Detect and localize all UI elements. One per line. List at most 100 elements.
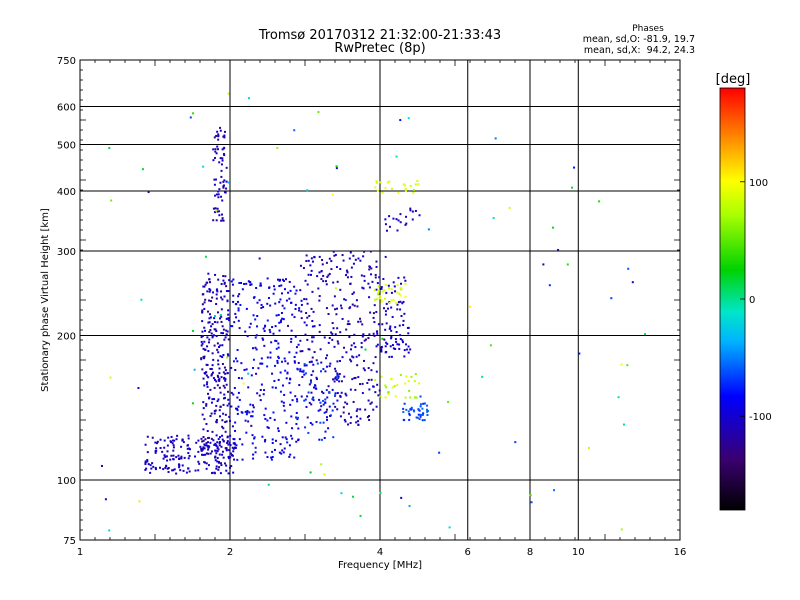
data-point <box>236 396 239 399</box>
data-point <box>213 443 216 446</box>
data-point <box>286 441 289 444</box>
data-point <box>317 111 320 114</box>
colorbar-tick-label: -100 <box>749 412 772 423</box>
data-point <box>494 137 497 140</box>
data-point <box>413 410 416 413</box>
data-point <box>251 415 254 418</box>
data-point <box>262 327 265 330</box>
data-point <box>108 146 111 149</box>
data-point <box>269 304 272 307</box>
data-point <box>211 323 214 326</box>
data-point <box>377 285 380 288</box>
data-point <box>390 336 393 339</box>
data-point <box>311 340 314 343</box>
data-point <box>259 284 262 287</box>
data-point <box>372 332 375 335</box>
data-point <box>210 332 213 335</box>
data-point <box>557 248 560 251</box>
data-point <box>327 312 330 315</box>
data-point <box>187 437 190 440</box>
data-point <box>345 328 348 331</box>
data-point <box>298 307 301 310</box>
data-point <box>256 301 259 304</box>
data-point <box>418 214 421 217</box>
data-point <box>216 400 219 403</box>
data-point <box>235 444 238 447</box>
data-point <box>218 444 221 447</box>
data-point <box>380 287 383 290</box>
data-point <box>392 217 395 220</box>
data-point <box>222 279 225 282</box>
data-point <box>340 391 343 394</box>
data-point <box>219 157 222 160</box>
data-point <box>144 443 147 446</box>
data-point <box>253 437 256 440</box>
data-point <box>299 289 302 292</box>
data-point <box>241 411 244 414</box>
data-point <box>383 297 386 300</box>
data-point <box>100 464 103 467</box>
data-point <box>425 408 428 411</box>
data-point <box>285 299 288 302</box>
data-point <box>226 440 229 443</box>
data-point <box>241 288 244 291</box>
data-point <box>326 354 329 357</box>
data-point <box>282 404 285 407</box>
data-point <box>212 358 215 361</box>
data-point <box>216 447 219 450</box>
data-point <box>529 494 532 497</box>
data-point <box>396 308 399 311</box>
data-point <box>216 290 219 293</box>
data-point <box>302 267 305 270</box>
data-point <box>311 398 314 401</box>
data-point <box>374 356 377 359</box>
data-point <box>346 276 349 279</box>
data-point <box>200 449 203 452</box>
data-point <box>306 416 309 419</box>
data-point <box>223 282 226 285</box>
data-point <box>208 299 211 302</box>
data-point <box>396 291 399 294</box>
data-point <box>310 360 313 363</box>
data-point <box>300 299 303 302</box>
data-point <box>426 414 429 417</box>
data-point <box>278 301 281 304</box>
data-point <box>218 367 221 370</box>
data-point <box>391 344 394 347</box>
data-point <box>209 329 212 332</box>
data-point <box>275 340 278 343</box>
data-point <box>274 439 277 442</box>
data-point <box>211 430 214 433</box>
data-point <box>299 339 302 342</box>
y-tick-label: 400 <box>57 187 76 198</box>
data-point <box>218 453 221 456</box>
data-point <box>438 451 441 454</box>
data-point <box>250 415 253 418</box>
data-point <box>395 155 398 158</box>
data-point <box>276 359 279 362</box>
data-point <box>399 373 402 376</box>
data-point <box>312 336 315 339</box>
data-point <box>398 347 401 350</box>
data-point <box>396 284 399 287</box>
data-point <box>263 414 266 417</box>
data-point <box>341 254 344 257</box>
data-point <box>392 347 395 350</box>
x-tick-label: 6 <box>465 547 471 558</box>
data-point <box>379 395 382 398</box>
data-point <box>251 434 254 437</box>
data-point <box>245 368 248 371</box>
data-point <box>293 456 296 459</box>
data-point <box>352 495 355 498</box>
data-point <box>167 436 170 439</box>
data-point <box>306 283 309 286</box>
data-point <box>170 454 173 457</box>
data-point <box>163 439 166 442</box>
data-point <box>375 288 378 291</box>
data-point <box>240 282 243 285</box>
data-point <box>353 342 356 345</box>
data-point <box>163 446 166 449</box>
data-point <box>530 501 533 504</box>
data-point <box>283 357 286 360</box>
data-point <box>282 318 285 321</box>
